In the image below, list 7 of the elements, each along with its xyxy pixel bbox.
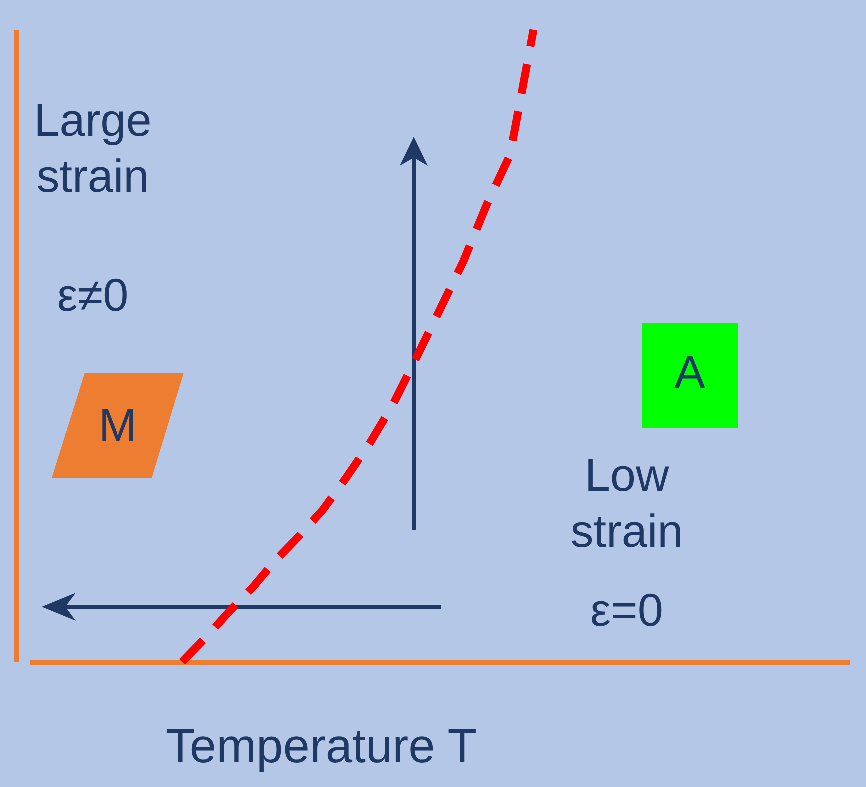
annotation: A (674, 346, 706, 398)
annotation: ε=0 (590, 584, 664, 636)
annotation: M (98, 399, 138, 451)
annotation: ε≠0 (57, 269, 129, 321)
x-axis-title: Temperature T (166, 720, 478, 774)
annotation: Low strain (570, 449, 684, 557)
annotation: Large strain (34, 94, 152, 202)
